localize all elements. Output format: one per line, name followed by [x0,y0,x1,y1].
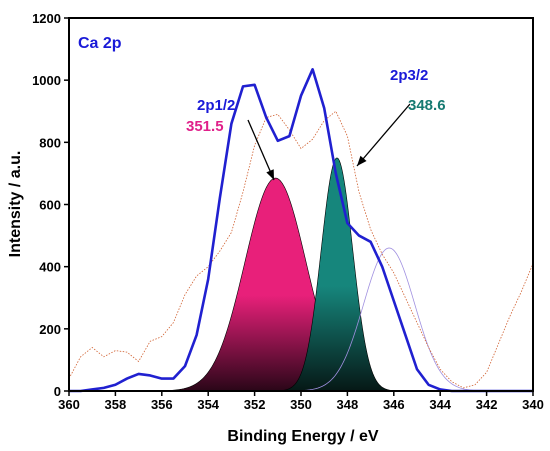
x-tick-label: 346 [383,397,405,412]
peak-value-351-5: 351.5 [186,118,224,135]
y-tick-label: 1200 [32,11,61,26]
peak-fill-2p3-2 [266,157,408,392]
x-tick-label: 358 [105,397,127,412]
x-tick-label: 342 [476,397,498,412]
y-tick-label: 800 [39,135,61,150]
peak-fills [138,157,413,392]
y-tick-label: 600 [39,198,61,213]
y-tick-label: 0 [54,384,61,399]
x-tick-label: 348 [337,397,359,412]
minor-component-line [280,247,498,392]
panel-label: Ca 2p [78,35,122,52]
y-tick-label: 400 [39,260,61,275]
x-tick-label: 354 [197,397,219,412]
x-axis-label: Binding Energy / eV [227,428,378,445]
raw-data-line [68,110,534,389]
arrow-2p3-2 [356,103,411,167]
y-tick-label: 1000 [32,73,61,88]
x-tick-label: 360 [58,397,80,412]
x-tick-label: 350 [290,397,312,412]
peak-fill-2p1-2 [138,177,413,392]
peak-label-2p3-2: 2p3/2 [390,67,428,84]
peak-label-2p1-2: 2p1/2 [197,97,235,114]
x-tick-label: 352 [244,397,266,412]
y-tick-label: 200 [39,322,61,337]
arrow-2p1-2 [247,119,275,181]
peak-value-348-6: 348.6 [408,97,446,114]
annotation-arrows [247,103,411,181]
x-tick-label: 344 [429,397,451,412]
y-axis-label: Intensity / a.u. [7,151,24,258]
x-tick-label: 356 [151,397,173,412]
x-tick-label: 340 [522,397,544,412]
axis-ticks: 360 358 356 354 352 350 348 346 344 342 340 0 200 400… [32,11,544,412]
